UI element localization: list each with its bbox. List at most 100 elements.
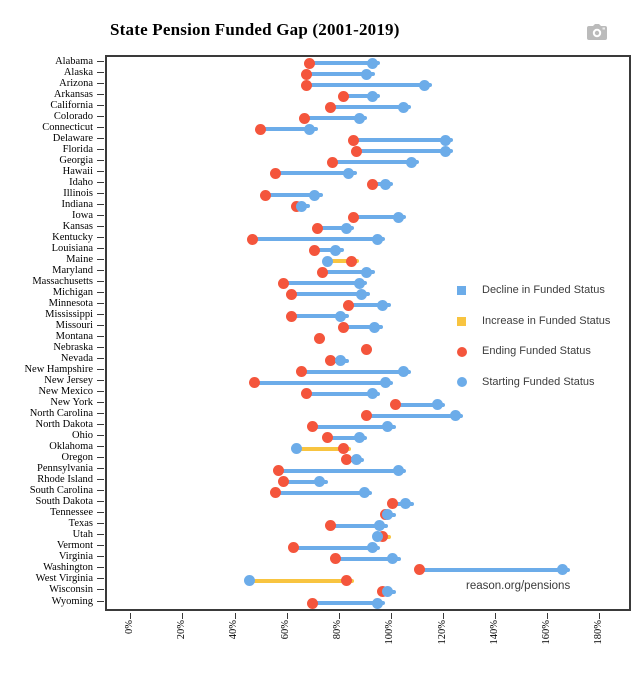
starting-dot-maine[interactable] xyxy=(322,255,334,267)
starting-dot-missouri[interactable] xyxy=(369,321,381,333)
ending-dot-florida[interactable] xyxy=(350,145,362,157)
x-tick-label: 80% xyxy=(332,620,344,640)
starting-dot-texas[interactable] xyxy=(374,520,386,532)
starting-dot-south-dakota[interactable] xyxy=(400,498,412,510)
ending-dot-texas[interactable] xyxy=(324,520,336,532)
ending-dot-california[interactable] xyxy=(324,101,336,113)
ending-dot-arizona[interactable] xyxy=(301,79,313,91)
starting-dot-idaho[interactable] xyxy=(379,178,391,190)
ending-dot-south-dakota[interactable] xyxy=(387,498,399,510)
ending-dot-new-york[interactable] xyxy=(390,399,402,411)
y-axis-label-minnesota: Minnesota xyxy=(48,297,93,309)
starting-dot-south-carolina[interactable] xyxy=(358,487,370,499)
starting-dot-ohio[interactable] xyxy=(353,432,365,444)
starting-dot-maryland[interactable] xyxy=(361,266,373,278)
starting-dot-illinois[interactable] xyxy=(309,189,321,201)
download-plot-button[interactable] xyxy=(586,24,608,42)
starting-dot-new-mexico[interactable] xyxy=(366,388,378,400)
ending-dot-arkansas[interactable] xyxy=(337,90,349,102)
starting-dot-pennsylvania[interactable] xyxy=(392,465,404,477)
ending-dot-montana[interactable] xyxy=(314,333,326,344)
starting-dot-rhode-island[interactable] xyxy=(314,476,326,488)
ending-dot-missouri[interactable] xyxy=(337,321,349,333)
starting-dot-west-virginia[interactable] xyxy=(244,575,256,587)
starting-dot-minnesota[interactable] xyxy=(377,299,388,311)
starting-dot-california[interactable] xyxy=(397,101,409,113)
ending-dot-maine[interactable] xyxy=(345,255,357,267)
starting-dot-vermont[interactable] xyxy=(366,542,378,554)
starting-dot-new-jersey[interactable] xyxy=(379,377,391,389)
ending-dot-idaho[interactable] xyxy=(366,178,378,190)
starting-dot-nevada[interactable] xyxy=(335,355,347,367)
starting-dot-alaska[interactable] xyxy=(361,68,373,80)
ending-dot-north-carolina[interactable] xyxy=(361,410,373,422)
ending-dot-west-virginia[interactable] xyxy=(340,575,352,587)
ending-dot-maryland[interactable] xyxy=(317,266,329,278)
ending-dot-alaska[interactable] xyxy=(301,68,313,80)
ending-dot-kansas[interactable] xyxy=(311,222,323,234)
ending-dot-nebraska[interactable] xyxy=(361,344,373,356)
starting-dot-massachusetts[interactable] xyxy=(353,277,365,289)
y-axis-label-tennessee: Tennessee xyxy=(50,507,93,519)
ending-dot-rhode-island[interactable] xyxy=(277,476,289,488)
starting-dot-north-carolina[interactable] xyxy=(449,410,461,422)
starting-dot-wisconsin[interactable] xyxy=(382,586,394,598)
ending-dot-new-mexico[interactable] xyxy=(301,388,313,400)
starting-dot-hawaii[interactable] xyxy=(343,167,355,179)
y-axis-label-virginia: Virginia xyxy=(58,551,93,563)
starting-dot-michigan[interactable] xyxy=(356,288,368,300)
starting-dot-tennessee[interactable] xyxy=(382,509,394,521)
starting-dot-mississippi[interactable] xyxy=(335,310,347,322)
starting-dot-arkansas[interactable] xyxy=(366,90,378,102)
ending-dot-nevada[interactable] xyxy=(324,355,336,367)
ending-dot-colorado[interactable] xyxy=(298,112,310,124)
ending-dot-pennsylvania[interactable] xyxy=(272,465,284,477)
starting-dot-new-york[interactable] xyxy=(431,399,443,411)
starting-dot-kentucky[interactable] xyxy=(371,233,383,245)
starting-dot-arizona[interactable] xyxy=(418,79,430,91)
ending-dot-alabama[interactable] xyxy=(304,57,316,69)
starting-dot-iowa[interactable] xyxy=(392,211,404,223)
ending-dot-iowa[interactable] xyxy=(348,211,360,223)
ending-dot-mississippi[interactable] xyxy=(285,310,297,322)
starting-dot-virginia[interactable] xyxy=(387,553,399,565)
ending-dot-north-dakota[interactable] xyxy=(306,421,318,433)
ending-dot-georgia[interactable] xyxy=(327,156,339,168)
ending-dot-hawaii[interactable] xyxy=(270,167,282,179)
starting-dot-north-dakota[interactable] xyxy=(382,421,394,433)
ending-dot-delaware[interactable] xyxy=(348,134,360,146)
ending-dot-vermont[interactable] xyxy=(288,542,300,554)
ending-dot-new-hampshire[interactable] xyxy=(296,366,308,378)
starting-dot-indiana[interactable] xyxy=(296,200,308,212)
starting-dot-alabama[interactable] xyxy=(366,57,378,69)
starting-dot-connecticut[interactable] xyxy=(304,123,316,135)
y-axis-label-pennsylvania: Pennsylvania xyxy=(37,463,93,475)
starting-dot-utah[interactable] xyxy=(371,531,383,543)
ending-dot-illinois[interactable] xyxy=(259,189,271,201)
starting-dot-kansas[interactable] xyxy=(340,222,352,234)
starting-dot-washington[interactable] xyxy=(556,564,568,576)
starting-dot-colorado[interactable] xyxy=(353,112,365,124)
starting-dot-new-hampshire[interactable] xyxy=(397,366,409,378)
ending-dot-south-carolina[interactable] xyxy=(270,487,282,499)
ending-dot-ohio[interactable] xyxy=(322,432,334,444)
starting-dot-louisiana[interactable] xyxy=(330,244,342,256)
starting-dot-oregon[interactable] xyxy=(350,454,362,466)
starting-dot-wyoming[interactable] xyxy=(371,597,383,609)
ending-dot-louisiana[interactable] xyxy=(309,244,321,256)
ending-dot-kentucky[interactable] xyxy=(246,233,258,245)
ending-dot-new-jersey[interactable] xyxy=(249,377,261,389)
starting-dot-oklahoma[interactable] xyxy=(290,443,302,455)
ending-dot-minnesota[interactable] xyxy=(343,299,355,311)
ending-dot-oregon[interactable] xyxy=(340,454,352,466)
ending-dot-washington[interactable] xyxy=(413,564,425,576)
starting-dot-georgia[interactable] xyxy=(405,156,417,168)
ending-dot-michigan[interactable] xyxy=(285,288,297,300)
starting-dot-delaware[interactable] xyxy=(439,134,451,146)
starting-dot-florida[interactable] xyxy=(439,145,451,157)
ending-dot-wyoming[interactable] xyxy=(306,597,318,609)
ending-dot-virginia[interactable] xyxy=(330,553,342,565)
ending-dot-connecticut[interactable] xyxy=(254,123,266,135)
ending-dot-massachusetts[interactable] xyxy=(277,277,289,289)
ending-dot-oklahoma[interactable] xyxy=(337,443,349,455)
